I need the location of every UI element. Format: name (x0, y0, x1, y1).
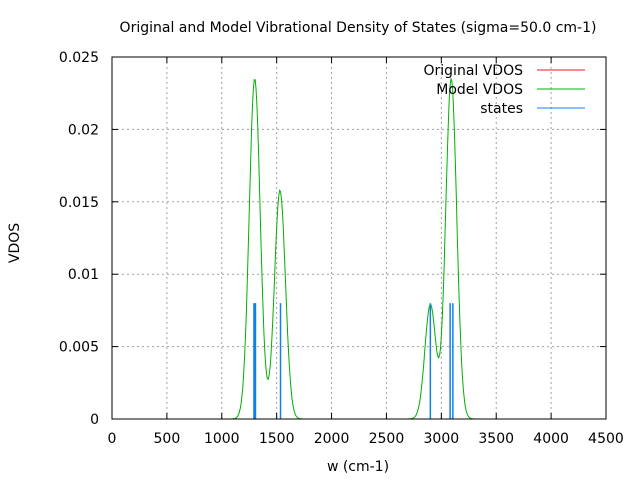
x-tick-label: 4000 (533, 431, 569, 447)
legend-label: states (480, 101, 523, 117)
grid (112, 57, 606, 419)
x-tick-label: 0 (108, 431, 117, 447)
x-tick-label: 1500 (259, 431, 295, 447)
chart-title: Original and Model Vibrational Density o… (120, 20, 597, 36)
y-axis-label: VDOS (7, 223, 23, 263)
legend-label: Original VDOS (424, 63, 524, 79)
y-tick-label: 0.01 (68, 267, 99, 283)
y-tick-label: 0.005 (59, 340, 99, 356)
legend-label: Model VDOS (436, 82, 523, 98)
legend: Original VDOS Model VDOS states (424, 63, 585, 117)
x-tick-label: 3500 (478, 431, 514, 447)
plot-frame (111, 56, 607, 420)
x-axis-label: w (cm-1) (327, 459, 389, 475)
x-tick-label: 4500 (588, 431, 624, 447)
y-tick-label: 0.015 (59, 195, 99, 211)
x-tick-label: 500 (154, 431, 181, 447)
x-tick-label: 2000 (314, 431, 350, 447)
x-tick-label: 1000 (204, 431, 240, 447)
x-tick-label: 3000 (424, 431, 460, 447)
y-axis-ticks: 0 0.005 0.01 0.015 0.02 0.025 (59, 50, 606, 428)
y-tick-label: 0 (90, 412, 99, 428)
y-tick-label: 0.02 (68, 122, 99, 138)
series-layer (112, 76, 606, 420)
series-line-model-vdos (112, 76, 606, 420)
x-axis-ticks: 0 500 1000 1500 2000 2500 3000 3500 4000 4500 (108, 57, 624, 447)
x-tick-label: 2500 (369, 431, 405, 447)
y-tick-label: 0.025 (59, 50, 99, 66)
